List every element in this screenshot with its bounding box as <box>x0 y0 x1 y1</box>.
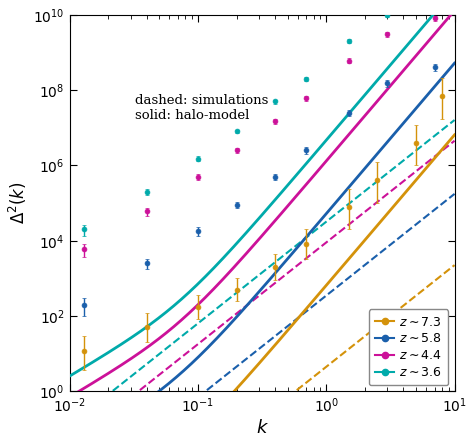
Text: dashed: simulations
solid: halo-model: dashed: simulations solid: halo-model <box>135 94 268 122</box>
Legend: $z \sim 7.3$, $z \sim 5.8$, $z \sim 4.4$, $z \sim 3.6$: $z \sim 7.3$, $z \sim 5.8$, $z \sim 4.4$… <box>369 309 448 385</box>
Y-axis label: $\Delta^2(k)$: $\Delta^2(k)$ <box>7 182 29 224</box>
X-axis label: $k$: $k$ <box>255 419 269 437</box>
